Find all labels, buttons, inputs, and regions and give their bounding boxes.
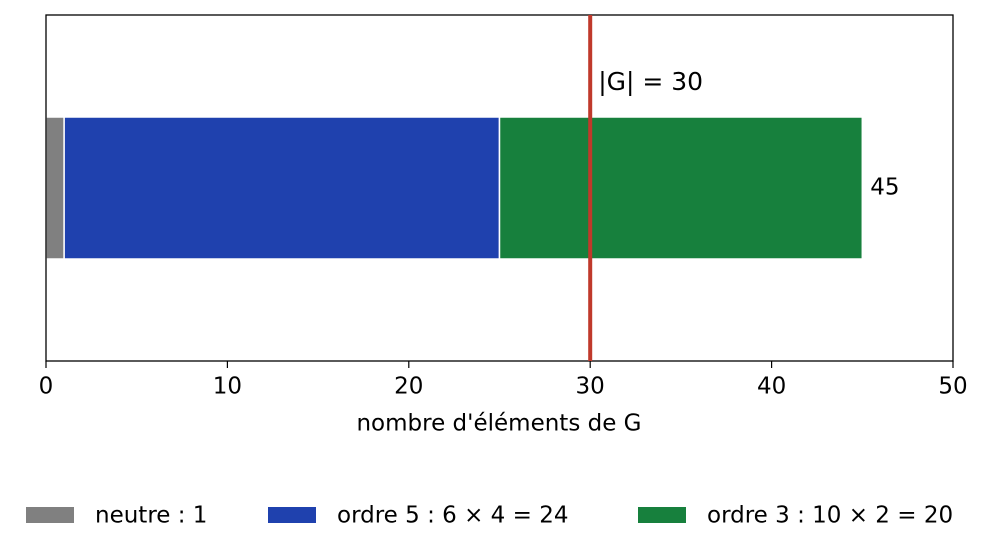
- x-tick-label: 40: [757, 374, 786, 400]
- bar-segment: [498, 116, 864, 260]
- legend-label: ordre 5 : 6 × 4 = 24: [337, 503, 568, 529]
- x-tick-label: 0: [39, 374, 54, 400]
- x-axis-label: nombre d'éléments de G: [356, 411, 641, 437]
- x-tick-label: 10: [213, 374, 242, 400]
- bar-segment: [45, 116, 65, 260]
- total-label: 45: [870, 175, 899, 201]
- legend-swatch: [268, 507, 316, 523]
- x-tick-label: 20: [394, 374, 423, 400]
- legend-label: ordre 3 : 10 × 2 = 20: [707, 503, 953, 529]
- x-tick-label: 30: [576, 374, 605, 400]
- legend-swatch: [638, 507, 686, 523]
- axes-frame: [45, 14, 954, 362]
- legend-label: neutre : 1: [95, 503, 207, 529]
- reference-label: |G| = 30: [598, 67, 703, 96]
- legend-swatch: [26, 507, 74, 523]
- bar-segment: [63, 116, 501, 260]
- x-tick-label: 50: [938, 374, 967, 400]
